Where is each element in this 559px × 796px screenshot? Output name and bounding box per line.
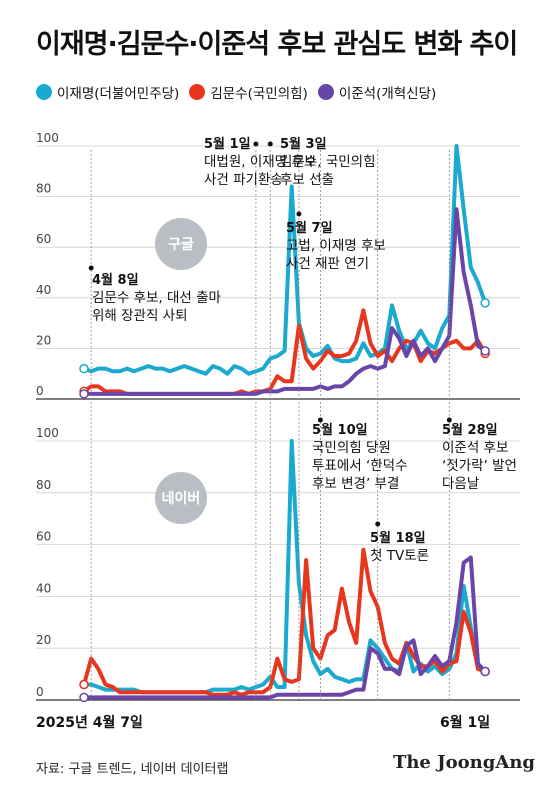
annotation-text-may3-1: 후보 선출 xyxy=(280,172,334,188)
source-footer: 자료: 구글 트렌드, 네이버 데이터랩 xyxy=(36,762,229,777)
annotation-text-may28-2: 다음날 xyxy=(442,476,479,492)
legend-swatch-kim-moonsoo xyxy=(189,84,206,100)
annotation-date-apr8: 4월 8일 xyxy=(92,272,139,288)
annotation-text-may1-1: 사건 파기환송 xyxy=(204,172,283,188)
y-tick-label-0-100: 100 xyxy=(36,131,59,145)
annotation-text-may7-0: 고법, 이재명 후보 xyxy=(286,238,386,254)
annotation-text-may10-1: 투표에서 ‘한덕수 xyxy=(312,458,408,474)
series-line-1-0 xyxy=(82,439,488,695)
y-tick-label-0-40: 40 xyxy=(36,283,51,297)
annotation-dot-may18 xyxy=(375,521,381,527)
annotation-text-may3-0: 김문수, 국민의힘 xyxy=(280,154,376,170)
annotation-text-may10-2: 후보 변경’ 부결 xyxy=(312,476,399,492)
annotation-text-apr8-0: 김문수 후보, 대선 출마 xyxy=(92,290,222,306)
series-start-0-0 xyxy=(79,363,89,374)
legend-item-kim-moonsoo: 김문수(국민의힘) xyxy=(189,82,308,102)
annotation-text-may28-0: 이준석 후보 xyxy=(442,440,508,456)
annotation-text-may7-1: 사건 재판 연기 xyxy=(286,256,369,272)
panel-label-1: 네이버 xyxy=(162,490,201,507)
annotation-dot-apr8 xyxy=(88,265,94,271)
annotation-date-may1: 5월 1일 xyxy=(204,136,251,152)
annotation-date-may3: 5월 3일 xyxy=(280,136,327,152)
annotation-dot-may28 xyxy=(446,417,452,423)
x-end-label: 6월 1일 xyxy=(440,715,491,731)
panel-label-circle-1 xyxy=(155,472,207,524)
legend-item-lee-junseok: 이준석(개혁신당) xyxy=(317,82,437,102)
series-line-0-0 xyxy=(82,144,488,376)
series-start-0-2 xyxy=(79,389,89,399)
y-tick-label-1-20: 20 xyxy=(36,633,51,647)
y-tick-label-0-20: 20 xyxy=(36,333,51,347)
panel-label-0: 구글 xyxy=(168,237,194,253)
y-tick-label-0-60: 60 xyxy=(36,232,51,246)
series-end-0-0 xyxy=(480,298,490,308)
annotation-dot-may10 xyxy=(317,417,323,423)
annotation-date-may7: 5월 7일 xyxy=(286,220,333,236)
legend-label-kim-moonsoo: 김문수(국민의힘) xyxy=(210,86,308,102)
publisher-logo: The JoongAng xyxy=(392,752,535,773)
annotation-text-may1-0: 대법원, 이재명 후보 xyxy=(204,154,316,170)
legend-swatch-lee-jaemyung xyxy=(36,84,52,100)
annotation-text-may10-0: 국민의힘 당원 xyxy=(312,440,391,456)
y-tick-label-1-0: 0 xyxy=(36,685,44,699)
legend-swatch-lee-junseok xyxy=(317,84,334,100)
annotation-text-apr8-1: 위해 장관직 사퇴 xyxy=(92,308,188,324)
series-line-0-2 xyxy=(82,207,488,396)
legend-label-lee-jaemyung: 이재명(더불어민주당) xyxy=(57,86,180,102)
y-tick-label-1-80: 80 xyxy=(36,478,51,492)
legend-label-lee-junseok: 이준석(개혁신당) xyxy=(338,86,437,102)
annotation-date-may18: 5월 18일 xyxy=(370,530,426,546)
y-tick-label-1-100: 100 xyxy=(36,426,59,440)
y-tick-label-1-40: 40 xyxy=(36,581,51,595)
legend-item-lee-jaemyung: 이재명(더불어민주당) xyxy=(36,82,179,102)
annotation-date-may28: 5월 28일 xyxy=(442,422,498,438)
annotation-dot-may3 xyxy=(267,141,273,147)
annotation-dot-may7 xyxy=(296,211,302,217)
series-start-1-1 xyxy=(79,679,89,690)
annotation-date-may10: 5월 10일 xyxy=(312,422,368,438)
legend: 이재명(더불어민주당) 김문수(국민의힘) 이준석(개혁신당) xyxy=(36,82,436,102)
x-start-label: 2025년 4월 7일 xyxy=(36,715,143,731)
panel-label-circle-0 xyxy=(155,218,207,270)
series-end-0-2 xyxy=(480,346,490,356)
series-start-1-2 xyxy=(79,692,89,703)
y-tick-label-0-0: 0 xyxy=(36,384,44,398)
annotation-text-may18-0: 첫 TV토론 xyxy=(370,548,429,564)
y-tick-label-1-60: 60 xyxy=(36,530,51,544)
annotation-dot-may1 xyxy=(253,141,259,147)
annotation-text-may28-1: ‘젓가락’ 발언 xyxy=(442,458,517,474)
series-end-1-2 xyxy=(480,666,490,677)
series-line-1-2 xyxy=(82,555,488,700)
chart-title: 이재명·김문수·이준석 후보 관심도 변화 추이 xyxy=(36,29,518,60)
y-tick-label-0-80: 80 xyxy=(36,182,51,196)
